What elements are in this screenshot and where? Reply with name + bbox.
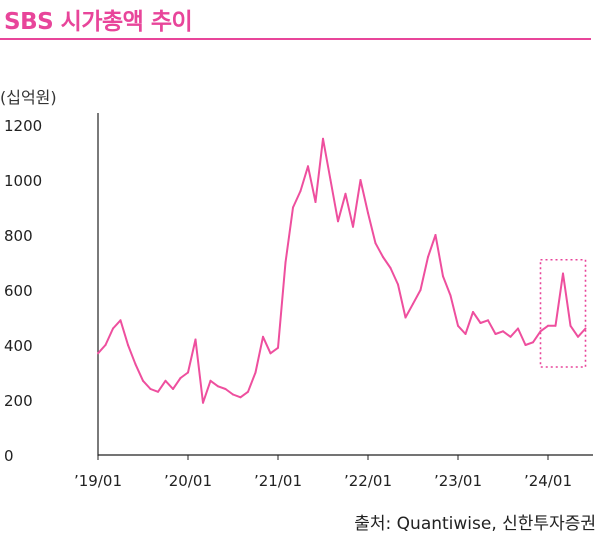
data-point [239,396,242,399]
data-point [224,388,227,390]
data-point [419,289,422,291]
data-point [442,275,444,278]
data-point [97,352,99,355]
data-point [172,388,174,390]
data-point [359,179,362,181]
data-point [164,379,167,382]
y-tick-label: 600 [4,282,33,300]
data-point [194,338,197,341]
title-divider [0,38,591,40]
data-point [397,283,399,286]
data-point [254,371,257,374]
data-point [217,385,219,388]
data-point [337,220,339,223]
y-tick-label: 0 [4,447,14,465]
data-point [382,256,384,258]
data-point [314,201,317,203]
x-tick-label: ’19/01 [74,472,122,490]
data-point [292,206,294,209]
highlight-box [539,258,587,368]
data-point [209,379,212,382]
data-point [389,267,392,269]
x-tick-label: ’23/01 [434,472,482,490]
data-point [509,335,512,338]
data-point [262,335,264,338]
data-point [269,352,272,355]
data-point [584,327,587,330]
y-tick-label: 400 [4,337,33,355]
data-point [187,371,189,374]
data-point [247,390,249,393]
data-point [479,322,482,324]
data-point [352,225,354,228]
data-point [149,388,152,390]
data-point [322,137,324,140]
data-point [329,179,332,181]
data-point [547,324,549,327]
data-point [127,344,129,346]
data-point [284,261,287,264]
data-point [179,377,182,379]
x-tick-label: ’24/01 [524,472,572,490]
x-tick-label: ’20/01 [164,472,212,490]
data-point [517,327,519,330]
data-point [299,190,302,192]
y-tick-label: 1200 [4,117,42,135]
data-point [494,333,497,335]
data-point [577,335,579,338]
data-point [472,311,474,313]
data-point [532,341,534,344]
data-point [487,319,489,322]
data-point [412,302,414,305]
data-point [464,333,467,335]
data-point [307,165,309,168]
x-tick-label: ’21/01 [254,472,302,490]
data-point [449,294,452,297]
data-point [562,272,564,275]
data-point [112,327,114,330]
data-point [119,319,122,322]
data-point [367,212,369,214]
data-point [524,344,527,346]
data-point [502,330,504,333]
data-point [134,363,137,366]
data-point [157,390,159,393]
y-tick-label: 200 [4,392,33,410]
y-tick-label: 1000 [4,172,42,190]
data-point [404,316,407,319]
data-point [554,324,557,327]
y-tick-label: 800 [4,227,33,245]
x-tick-label: ’22/01 [344,472,392,490]
chart-title: SBS 시가총액 추이 [4,9,193,35]
data-point [202,401,204,404]
data-point [232,393,234,396]
data-point [344,192,347,195]
data-point [277,346,279,349]
y-axis-unit-label: (십억원) [0,88,57,107]
data-point [142,379,144,382]
data-point [427,256,429,258]
data-point [457,324,459,327]
data-point [434,234,437,236]
data-point [539,330,542,333]
market-cap-line [97,137,587,404]
data-point [569,324,572,327]
data-point [104,344,107,346]
data-point [374,242,377,245]
source-note: 출처: Quantiwise, 신한투자증권 [354,514,596,534]
